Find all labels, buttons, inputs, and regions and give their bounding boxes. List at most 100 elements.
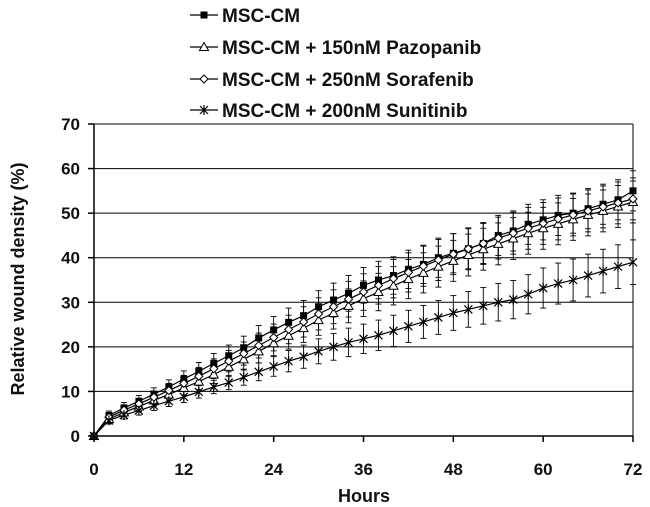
series-4-point <box>583 270 593 281</box>
legend-item-4: MSC-CM + 200nM Sunitinib <box>190 101 467 122</box>
series-4-point <box>149 400 159 411</box>
series-4-point <box>359 333 368 344</box>
legend-item-1: MSC-CM <box>190 6 300 27</box>
series-4-point <box>314 346 324 357</box>
series-1-point <box>360 281 367 289</box>
series-3-point <box>448 249 459 259</box>
series-2-point <box>403 273 414 284</box>
series-1-point <box>285 318 293 326</box>
series-3-point <box>358 287 369 297</box>
series-3-point <box>613 198 623 208</box>
series-3-point <box>463 244 474 254</box>
x-tick-label: 24 <box>264 460 283 479</box>
series-2-point <box>373 286 384 297</box>
series-4-point <box>538 283 548 294</box>
series-3-point <box>298 317 309 327</box>
legend-marker <box>198 41 210 51</box>
series-3-point <box>313 309 324 319</box>
series-4-point <box>194 386 204 397</box>
series-4-point <box>344 337 353 348</box>
series-1-point <box>300 312 308 320</box>
x-tick-label: 60 <box>534 460 553 479</box>
x-tick-label: 48 <box>444 460 463 479</box>
y-tick-label: 50 <box>61 204 80 223</box>
series-1-point <box>330 296 338 304</box>
series-4-point <box>403 321 413 332</box>
series-4-point <box>553 278 563 289</box>
legend-marker <box>199 105 209 115</box>
series-2-point <box>433 261 444 271</box>
series-3-point <box>508 228 518 238</box>
series-3-line <box>93 198 634 437</box>
legend-label: MSC-CM + 150nM Pazopanib <box>222 38 481 59</box>
series-3-point <box>373 280 384 291</box>
series-1-point <box>345 289 353 297</box>
series-3-point <box>224 356 234 366</box>
legend: MSC-CM MSC-CM + 150nM Pazopanib MSC-CM + 2… <box>190 6 481 122</box>
y-tick-label: 20 <box>61 338 80 357</box>
legend-label: MSC-CM <box>222 6 300 27</box>
series-4-point <box>568 275 578 285</box>
series-4-point <box>269 361 279 372</box>
series-2-point <box>238 353 250 364</box>
series-2-point <box>358 293 369 303</box>
series-3-point <box>478 238 488 249</box>
series-3-point <box>388 273 399 284</box>
series-1-point <box>225 352 233 360</box>
series-2-point <box>253 345 265 356</box>
series-1-point <box>195 367 203 375</box>
series-3-point <box>628 194 638 204</box>
series-2-point <box>313 314 324 325</box>
series-3-point <box>253 340 264 351</box>
series-1-point <box>629 187 637 195</box>
series-3-point <box>523 223 533 234</box>
y-tick-label: 60 <box>61 160 80 179</box>
series-3-point <box>418 261 429 271</box>
series-4-point <box>299 351 309 362</box>
series-4-point <box>523 289 533 300</box>
series-4-point <box>433 312 443 323</box>
axes <box>88 123 634 442</box>
series-4-point <box>209 381 219 392</box>
series-2-point <box>492 238 504 248</box>
legend-item-2: MSC-CM + 150nM Pazopanib <box>190 38 481 59</box>
series-2-point <box>388 280 399 290</box>
tick-labels: 0 10 20 30 40 50 60 70 0 12 24 36 48 60 72 <box>61 115 642 479</box>
x-tick-label: 36 <box>354 460 373 479</box>
series-4-point <box>164 396 174 407</box>
x-tick-label: 0 <box>89 460 98 479</box>
series-3-point <box>209 363 219 374</box>
series-4-point <box>478 300 488 311</box>
series-2-point <box>418 267 429 277</box>
series-3-point <box>164 385 174 396</box>
x-tick-label: 72 <box>624 460 643 479</box>
series-4-point <box>628 257 638 268</box>
series-4-point <box>284 356 294 367</box>
series-3-point <box>179 378 189 389</box>
legend-item-3: MSC-CM + 250nM Sorafenib <box>190 70 474 91</box>
series-3-point <box>553 214 563 224</box>
series-3-point <box>343 294 354 304</box>
x-axis-label: Hours <box>338 486 390 506</box>
series-2-point <box>462 249 474 260</box>
series-3-point <box>194 371 204 381</box>
series-2-point <box>477 243 489 254</box>
legend-label: MSC-CM + 200nM Sunitinib <box>222 101 467 122</box>
series-4-point <box>613 261 623 272</box>
series-4-point <box>389 325 398 336</box>
series-2-point <box>447 255 459 265</box>
series-3-point <box>268 332 279 343</box>
y-tick-label: 10 <box>61 382 80 401</box>
series-4-point <box>374 330 383 341</box>
series-3-point <box>583 206 593 216</box>
y-tick-label: 30 <box>61 293 80 312</box>
series-3-point <box>239 348 249 359</box>
series-2-point <box>507 233 519 243</box>
series-4-point <box>239 372 249 383</box>
series-1-point <box>210 359 218 367</box>
x-tick-label: 12 <box>174 460 193 479</box>
series-1-point <box>315 303 323 311</box>
series-4-point <box>179 391 189 402</box>
series-3-point <box>328 302 339 312</box>
